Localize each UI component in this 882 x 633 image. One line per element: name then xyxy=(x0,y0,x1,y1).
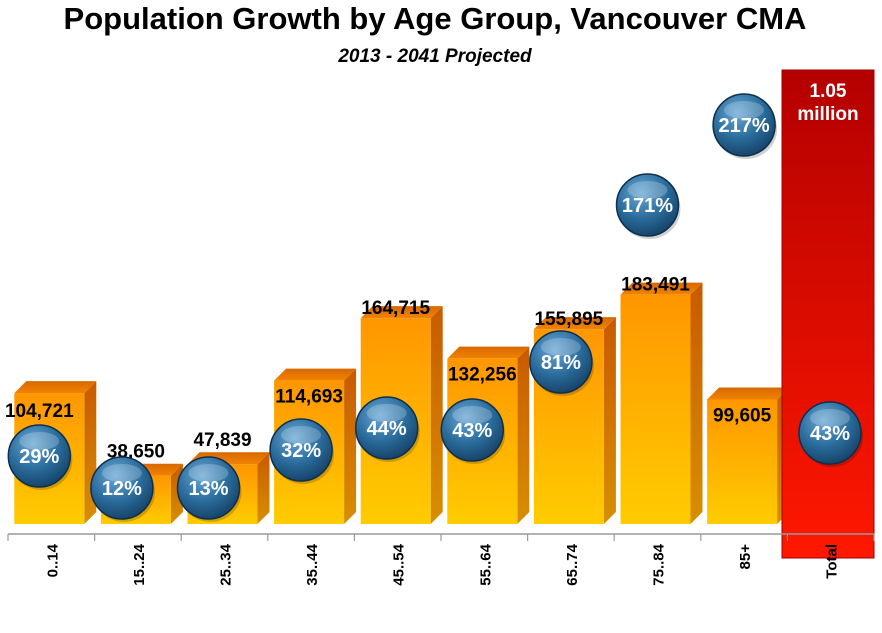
growth-pct-label: 171% xyxy=(622,195,673,217)
bar-top xyxy=(274,368,357,381)
x-tick-label: 65..74 xyxy=(564,543,581,585)
bubble-highlight xyxy=(366,404,407,422)
bubble-highlight xyxy=(281,426,322,444)
data-label: 132,256 xyxy=(448,365,517,386)
bubble-highlight xyxy=(188,464,229,482)
bar-top xyxy=(707,387,790,400)
growth-bubble-group: 29% 12% 13% 32% 44% 43% 81% 171% 217% 43% xyxy=(7,93,863,522)
bar-side xyxy=(603,317,616,524)
bar-85- xyxy=(707,399,778,524)
growth-bubble xyxy=(269,418,333,482)
bar-side xyxy=(344,368,357,524)
growth-bubble xyxy=(354,396,419,460)
bar-side xyxy=(430,306,443,524)
data-label: 99,605 xyxy=(713,405,772,426)
data-label: 155,895 xyxy=(535,309,604,330)
x-tick-label: 75..84 xyxy=(651,543,668,585)
data-label: 164,715 xyxy=(361,298,430,319)
x-tick-label: Total xyxy=(824,544,841,579)
x-tick-label: 35..44 xyxy=(304,543,321,585)
data-label-total: 1.05 million xyxy=(797,81,858,125)
growth-bubble xyxy=(798,401,862,465)
x-tick-label: 55..64 xyxy=(477,543,494,585)
bubble-highlight xyxy=(19,432,60,450)
chart-subtitle: 2013 - 2041 Projected xyxy=(337,46,532,67)
x-axis-tick-labels: 0..14 15..24 25..34 35..44 45..54 55..64 65..7… xyxy=(44,543,840,585)
bubble-highlight xyxy=(627,181,668,199)
x-tick-label: 45..54 xyxy=(391,543,408,585)
growth-bubble xyxy=(712,93,776,157)
bar-side xyxy=(690,282,703,524)
growth-bubble xyxy=(440,398,505,462)
bar-top xyxy=(620,282,703,295)
bubble-highlight xyxy=(101,464,142,482)
bubble-highlight xyxy=(452,406,493,424)
bubble-highlight xyxy=(540,338,581,356)
x-tick-label: 25..34 xyxy=(218,543,235,585)
data-label: 114,693 xyxy=(275,387,343,408)
x-axis-ticks xyxy=(7,534,875,541)
growth-pct-label: 29% xyxy=(19,446,59,468)
growth-pct-label: 217% xyxy=(719,115,770,137)
growth-pct-label: 32% xyxy=(281,440,321,462)
growth-pct-label: 81% xyxy=(541,352,581,374)
growth-bubble xyxy=(615,173,680,237)
growth-pct-label: 43% xyxy=(810,423,850,445)
data-label: 47,839 xyxy=(193,430,251,451)
bar-top xyxy=(447,346,530,359)
growth-bubble xyxy=(529,330,593,394)
bar-75-84 xyxy=(620,294,691,524)
bar-side xyxy=(257,452,270,524)
chart-title: Population Growth by Age Group, Vancouve… xyxy=(64,1,807,36)
growth-pct-label: 43% xyxy=(452,420,492,442)
data-label: 104,721 xyxy=(5,401,74,422)
x-tick-label: 15..24 xyxy=(131,543,148,585)
bubble-highlight xyxy=(724,101,765,119)
bar-side xyxy=(517,346,530,524)
growth-bubble xyxy=(90,456,154,520)
bar-top xyxy=(360,306,443,319)
x-tick-label: 85+ xyxy=(737,544,754,570)
x-tick-label: 0..14 xyxy=(44,543,61,577)
data-label: 183,491 xyxy=(621,275,690,296)
growth-pct-label: 12% xyxy=(102,478,142,500)
growth-pct-label: 44% xyxy=(367,418,407,440)
bar-top xyxy=(533,317,616,330)
growth-pct-label: 13% xyxy=(188,478,228,500)
bar-total xyxy=(781,69,875,559)
bar-top xyxy=(14,381,97,394)
growth-bubble xyxy=(7,424,72,488)
growth-bubble xyxy=(176,456,241,520)
bubble-highlight xyxy=(810,409,850,427)
